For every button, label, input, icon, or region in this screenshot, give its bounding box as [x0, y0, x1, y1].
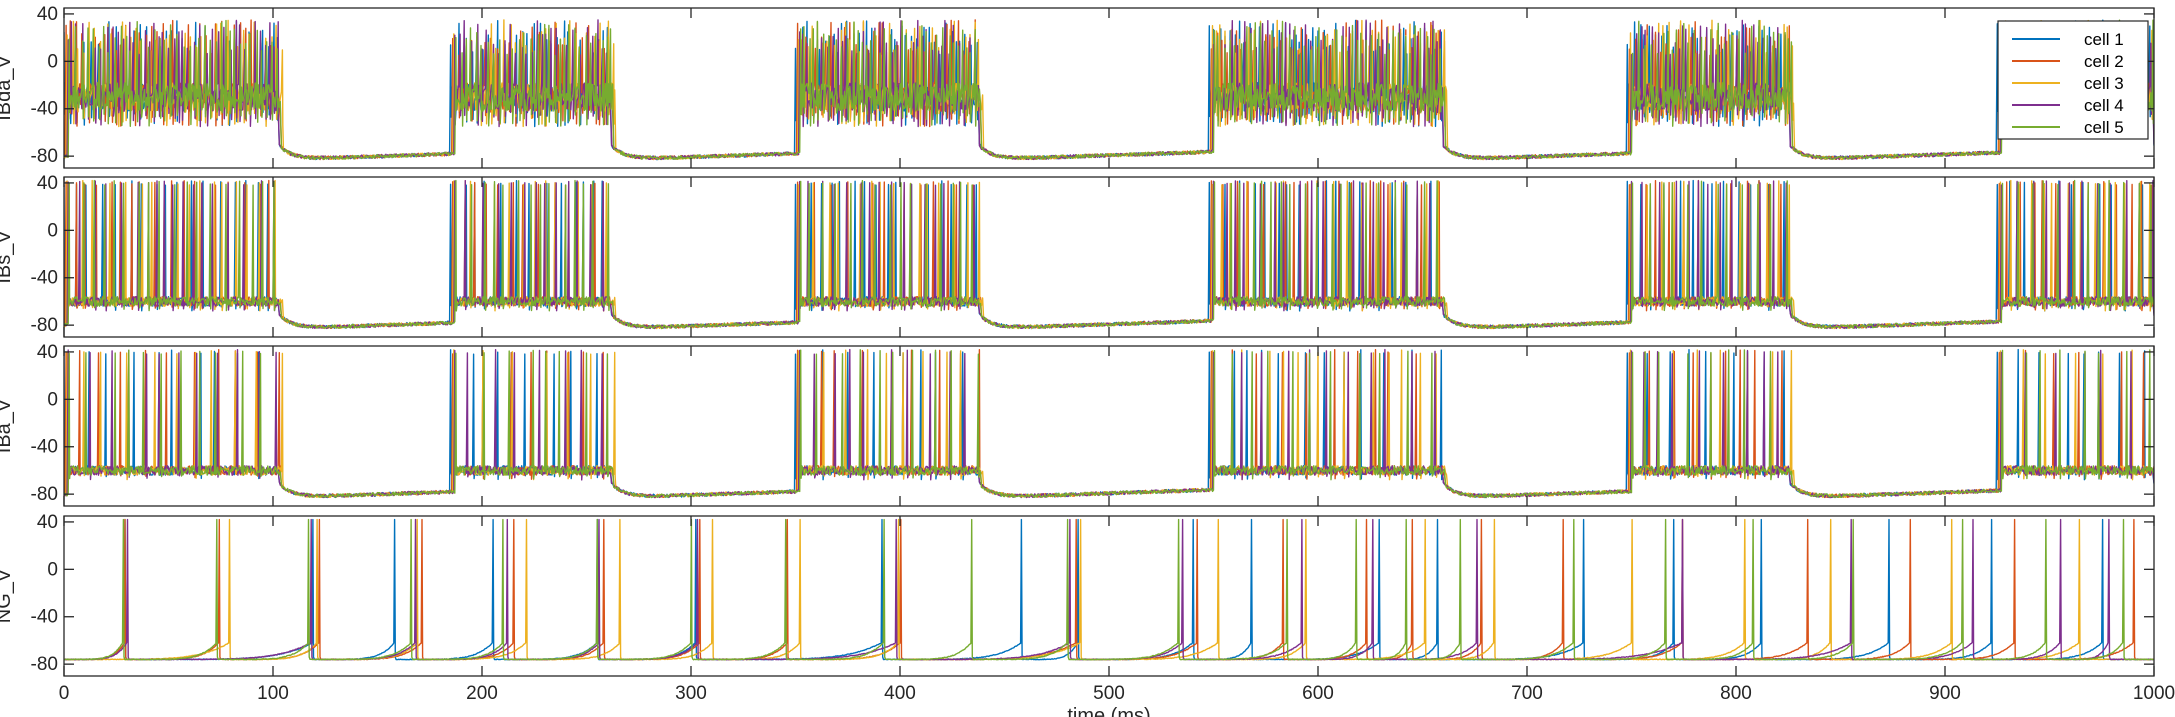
- y-tick-label: 40: [37, 342, 58, 363]
- y-axis-label: IBa_V: [0, 398, 15, 453]
- series-cell-5: [64, 520, 2153, 660]
- series-cell-1: [64, 350, 2154, 498]
- y-tick-label: 40: [37, 173, 58, 194]
- series-cell-4: [64, 520, 2154, 660]
- x-tick-label: 300: [675, 683, 707, 704]
- series-cell-4: [64, 350, 2154, 498]
- axes-box: [64, 346, 2154, 506]
- y-axis-label: IBs_V: [0, 230, 15, 284]
- y-tick-label: -40: [31, 437, 58, 458]
- series-cell-2: [64, 520, 2154, 660]
- legend-entry: cell 2: [2084, 52, 2124, 71]
- x-tick-label: 400: [884, 683, 916, 704]
- series-cell-5: [64, 20, 2154, 159]
- plot-area: [64, 181, 2154, 329]
- series-cell-1: [64, 520, 2153, 660]
- y-tick-label: -40: [31, 99, 58, 120]
- series-cell-4: [64, 181, 2154, 329]
- y-tick-label: 40: [37, 512, 58, 533]
- x-tick-label: 200: [466, 683, 498, 704]
- series-cell-2: [64, 350, 2154, 498]
- legend-entry: cell 3: [2084, 74, 2124, 93]
- x-tick-label: 600: [1302, 683, 1334, 704]
- series-cell-5: [64, 350, 2154, 498]
- x-tick-label: 0: [59, 683, 70, 704]
- y-tick-label: -40: [31, 607, 58, 628]
- y-tick-label: -80: [31, 484, 58, 505]
- x-tick-label: 700: [1511, 683, 1543, 704]
- series-cell-4: [64, 20, 2154, 160]
- series-cell-1: [64, 20, 2154, 159]
- series-cell-3: [64, 20, 2154, 160]
- axes-box: [64, 177, 2154, 337]
- axes-box: [64, 8, 2154, 168]
- x-tick-label: 900: [1929, 683, 1961, 704]
- panel-2: -80 -40 0 40 IBs_V: [0, 173, 2154, 337]
- series-cell-2: [64, 181, 2154, 329]
- panel-4: 0 100 200 300 400 500 600 700 800 900 1000 -80 -40 0 4…: [0, 512, 2175, 717]
- panel-3: -80 -40 0 40 IBa_V: [0, 342, 2154, 506]
- series-cell-5: [64, 181, 2154, 329]
- legend: cell 1 cell 2 cell 3 cell 4 cell 5: [1998, 21, 2148, 139]
- x-tick-label: 1000: [2133, 683, 2175, 704]
- x-tick-label: 800: [1720, 683, 1752, 704]
- y-axis-label: IBda_V: [0, 55, 15, 121]
- y-tick-label: -80: [31, 315, 58, 336]
- y-tick-label: -80: [31, 654, 58, 675]
- series-cell-1: [64, 181, 2154, 329]
- y-tick-label: 40: [37, 4, 58, 25]
- legend-entry: cell 1: [2084, 30, 2124, 49]
- plot-area: [64, 350, 2154, 498]
- y-tick-label: 0: [47, 220, 58, 241]
- y-tick-label: 0: [47, 559, 58, 580]
- legend-entry: cell 5: [2084, 118, 2124, 137]
- x-axis-label: time (ms): [1067, 705, 1150, 717]
- y-tick-label: -80: [31, 146, 58, 167]
- y-tick-label: 0: [47, 51, 58, 72]
- y-axis-label: NG_V: [0, 568, 15, 623]
- y-tick-label: 0: [47, 389, 58, 410]
- x-tick-label: 100: [257, 683, 289, 704]
- series-cell-3: [64, 520, 2154, 660]
- series-cell-3: [64, 350, 2154, 498]
- plot-area: [64, 520, 2154, 660]
- x-tick-label: 500: [1093, 683, 1125, 704]
- series-cell-2: [64, 20, 2154, 160]
- plot-area: [64, 20, 2154, 160]
- legend-entry: cell 4: [2084, 96, 2124, 115]
- y-tick-label: -40: [31, 268, 58, 289]
- series-cell-3: [64, 181, 2154, 329]
